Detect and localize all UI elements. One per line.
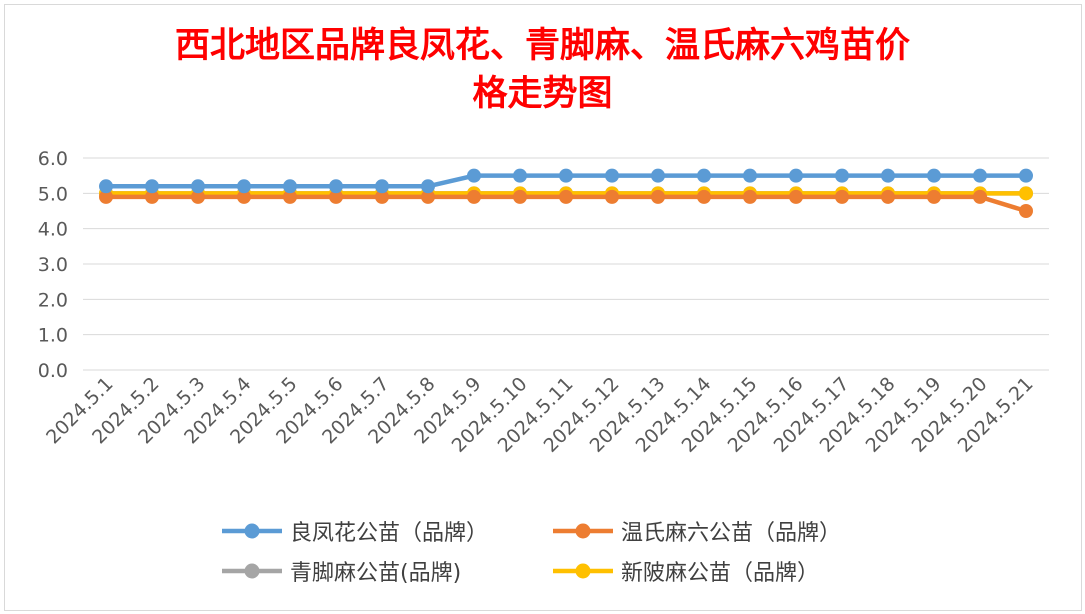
data-point	[1019, 186, 1033, 201]
data-point	[973, 168, 987, 183]
y-tick-label: 0.0	[38, 360, 68, 382]
data-point	[1019, 168, 1033, 183]
data-point	[697, 168, 711, 183]
y-tick-label: 3.0	[38, 254, 68, 276]
chart-title-line-1: 西北地区品牌良凤花、青脚麻、温氏麻六鸡苗价	[174, 25, 910, 66]
data-point	[421, 179, 435, 194]
legend-item: 温氏麻六公苗（品牌）	[551, 514, 841, 548]
data-point	[513, 168, 527, 183]
legend-swatch	[553, 523, 613, 539]
series-lines	[99, 168, 1033, 218]
data-point	[237, 189, 251, 204]
data-point	[605, 189, 619, 204]
data-point	[927, 168, 941, 183]
data-point	[513, 189, 527, 204]
data-point	[835, 168, 849, 183]
data-point	[835, 189, 849, 204]
data-point	[697, 189, 711, 204]
y-tick-label: 2.0	[38, 289, 68, 311]
data-point	[927, 189, 941, 204]
data-point	[789, 168, 803, 183]
y-tick-label: 1.0	[38, 325, 68, 347]
data-point	[743, 189, 757, 204]
data-point	[421, 189, 435, 204]
data-point	[605, 168, 619, 183]
legend-label: 良凤花公苗（品牌）	[290, 521, 489, 546]
data-point	[467, 189, 481, 204]
chart-area	[4, 4, 1082, 611]
data-point	[559, 189, 573, 204]
y-tick-label: 4.0	[38, 219, 68, 241]
data-point	[881, 189, 895, 204]
legend-swatch	[222, 523, 282, 539]
data-point	[375, 189, 389, 204]
legend-swatch	[553, 563, 613, 579]
data-point	[283, 189, 297, 204]
x-axis-ticks: 2024.5.12024.5.22024.5.32024.5.42024.5.5…	[42, 373, 1037, 457]
data-point	[375, 179, 389, 194]
data-point	[743, 168, 757, 183]
data-point	[651, 168, 665, 183]
data-point	[973, 189, 987, 204]
data-point	[145, 179, 159, 194]
legend-label: 新陂麻公苗（品牌）	[621, 561, 820, 586]
y-tick-label: 5.0	[38, 183, 68, 205]
data-point	[191, 189, 205, 204]
data-point	[329, 179, 343, 194]
data-point	[1019, 204, 1033, 218]
data-point	[191, 179, 205, 194]
y-axis-ticks: 0.0 1.0 2.0 3.0 4.0 5.0 6.0	[38, 148, 68, 382]
legend-label: 温氏麻六公苗（品牌）	[621, 521, 842, 546]
data-point	[559, 168, 573, 183]
data-point	[789, 189, 803, 204]
data-point	[99, 179, 113, 194]
legend-item: 良凤花公苗（品牌）	[220, 514, 488, 548]
series-0	[99, 168, 1033, 194]
data-point	[237, 179, 251, 194]
data-point	[881, 168, 895, 183]
data-point	[145, 189, 159, 204]
data-point	[329, 189, 343, 204]
data-point	[283, 179, 297, 194]
data-point	[651, 189, 665, 204]
series-1	[99, 189, 1033, 218]
legend-swatch	[222, 563, 282, 579]
data-point	[99, 189, 113, 204]
chart-title: 西北地区品牌良凤花、青脚麻、温氏麻六鸡苗价 格走势图	[0, 22, 1085, 118]
legend-label: 青脚麻公苗(品牌)	[290, 561, 462, 586]
legend-item: 青脚麻公苗(品牌)	[220, 554, 461, 588]
chart-title-line-2: 格走势图	[472, 73, 613, 114]
y-tick-label: 6.0	[38, 148, 68, 170]
legend-item: 新陂麻公苗（品牌）	[551, 554, 819, 588]
data-point	[467, 168, 481, 183]
